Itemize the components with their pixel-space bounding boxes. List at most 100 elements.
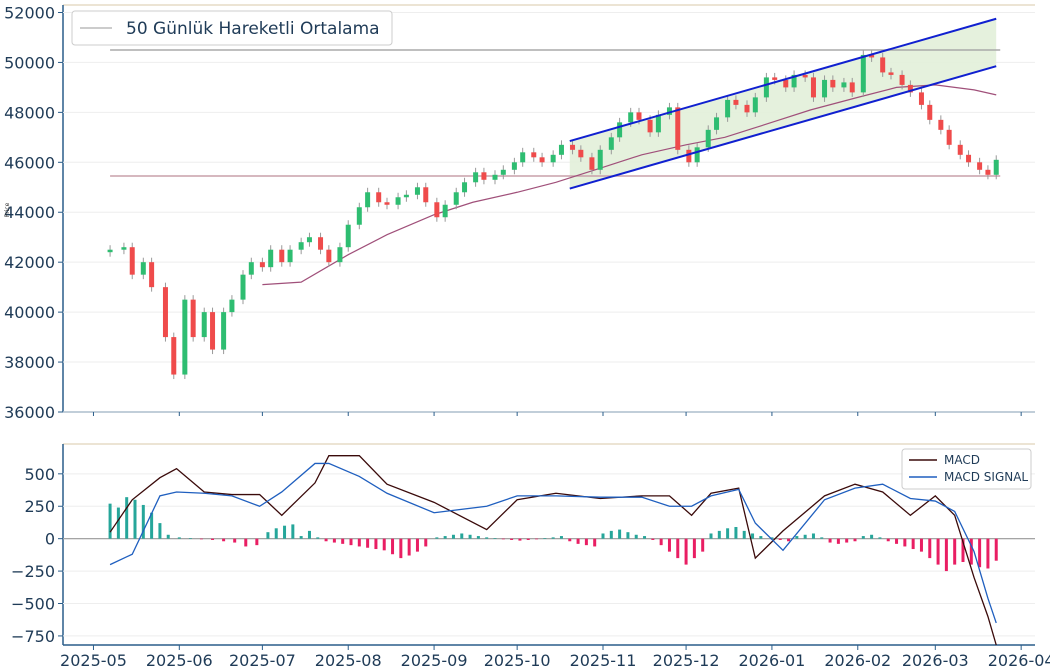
candle-body-44	[539, 157, 545, 163]
macd-ytick-label-1: −500	[11, 595, 55, 614]
macd-histogram-bar-26	[349, 538, 353, 546]
macd-histogram-bar-56	[601, 533, 605, 539]
xtick-label-7: 2025-12	[653, 651, 720, 670]
macd-histogram-bar-102	[986, 538, 990, 569]
candle-body-11	[221, 312, 227, 350]
macd-histogram-bar-24	[332, 538, 336, 543]
candle-body-84	[927, 104, 933, 120]
macd-histogram-bar-69	[709, 533, 713, 539]
macd-histogram-bar-99	[961, 538, 965, 563]
macd-histogram-bar-40	[468, 534, 472, 539]
macd-histogram-bar-51	[559, 536, 563, 539]
macd-histogram-bar-21	[307, 530, 311, 539]
macd-histogram-bar-71	[726, 528, 730, 539]
candle-body-24	[345, 224, 351, 248]
candle-body-60	[694, 147, 700, 163]
xtick-label-8: 2026-01	[738, 651, 805, 670]
macd-histogram-bar-36	[435, 537, 439, 539]
macd-histogram-bar-52	[568, 538, 572, 542]
macd-histogram-bar-87	[861, 536, 865, 539]
macd-histogram-bar-72	[734, 526, 738, 539]
candle-body-6	[171, 337, 177, 375]
macd-histogram-bar-74	[751, 533, 755, 539]
macd-histogram-bar-77	[778, 538, 782, 540]
candle-body-31	[414, 187, 420, 195]
macd-histogram-bar-22	[316, 537, 320, 539]
candle-body-33	[434, 202, 440, 218]
macd-histogram-bar-15	[255, 538, 259, 546]
macd-histogram-bar-42	[485, 537, 489, 539]
macd-histogram-bar-45	[510, 538, 514, 540]
candle-body-85	[938, 119, 944, 130]
candle-body-12	[229, 299, 235, 313]
candle-body-14	[248, 262, 254, 275]
macd-histogram-bar-34	[415, 538, 419, 552]
macd-histogram-bar-98	[953, 538, 957, 565]
candle-body-67	[763, 77, 769, 98]
macd-histogram-bar-47	[526, 538, 530, 540]
candle-body-50	[597, 149, 603, 170]
candle-body-87	[957, 144, 963, 155]
macd-ytick-label-5: 500	[24, 465, 55, 484]
macd-histogram-bar-1	[116, 507, 120, 539]
candle-body-4	[149, 262, 155, 288]
macd-histogram-bar-11	[211, 538, 215, 540]
candle-body-89	[977, 162, 983, 170]
macd-histogram-bar-20	[299, 536, 303, 539]
candle-body-46	[558, 144, 564, 155]
macd-histogram-bar-37	[443, 536, 447, 539]
price-legend: 50 Günlük Hareketli Ortalama	[71, 10, 393, 46]
price-legend-box	[71, 10, 393, 46]
price-ytick-label-5: 46000	[4, 153, 55, 172]
trend-channel-lower	[569, 65, 997, 190]
macd-histogram-bar-96	[936, 538, 940, 565]
macd-histogram-bar-101	[978, 538, 982, 568]
macd-histogram-bar-28	[366, 538, 370, 548]
macd-histogram-bar-4	[141, 504, 145, 539]
candle-body-1	[121, 247, 127, 250]
macd-histogram-bar-78	[787, 538, 791, 542]
macd-ytick-label-4: 250	[24, 497, 55, 516]
macd-histogram-bar-16	[266, 532, 270, 539]
price-ytick-label-0: 36000	[4, 403, 55, 422]
candle-body-27	[376, 192, 382, 203]
candle-body-42	[520, 152, 526, 163]
candle-body-64	[733, 99, 739, 105]
macd-histogram-bar-44	[501, 538, 505, 540]
macd-histogram-bar-38	[451, 534, 455, 539]
candle-body-70	[791, 74, 797, 88]
macd-histogram-bar-64	[667, 538, 671, 552]
macd-histogram-bar-23	[324, 538, 328, 542]
candle-body-32	[423, 187, 429, 203]
candle-body-40	[500, 169, 506, 175]
macd-histogram-bar-67	[692, 538, 696, 559]
xtick-label-1: 2025-06	[146, 651, 213, 670]
candle-body-43	[531, 152, 537, 158]
macd-histogram-bar-88	[870, 534, 874, 539]
candle-body-7	[182, 299, 188, 375]
macd-histogram-bar-65	[676, 538, 680, 559]
candle-body-29	[395, 197, 401, 205]
candle-body-71	[802, 74, 808, 78]
candle-body-86	[946, 129, 952, 145]
price-ytick-label-6: 48000	[4, 103, 55, 122]
candle-body-35	[453, 192, 459, 205]
macd-histogram-bar-63	[659, 538, 663, 546]
candle-body-13	[240, 274, 246, 300]
macd-histogram-bar-95	[928, 538, 932, 559]
candle-body-57	[666, 107, 672, 115]
macd-ytick-label-3: 0	[45, 530, 55, 549]
candle-body-45	[550, 154, 556, 163]
candle-body-28	[384, 202, 390, 205]
candle-body-5	[162, 287, 168, 338]
candle-body-90	[985, 169, 991, 175]
candle-body-23	[337, 247, 343, 263]
macd-histogram-bar-29	[374, 538, 378, 550]
candle-body-39	[492, 174, 498, 180]
macd-histogram-bar-55	[593, 538, 597, 547]
candle-body-82	[907, 84, 913, 93]
macd-histogram-bar-7	[166, 534, 170, 539]
candle-body-80	[888, 72, 894, 75]
